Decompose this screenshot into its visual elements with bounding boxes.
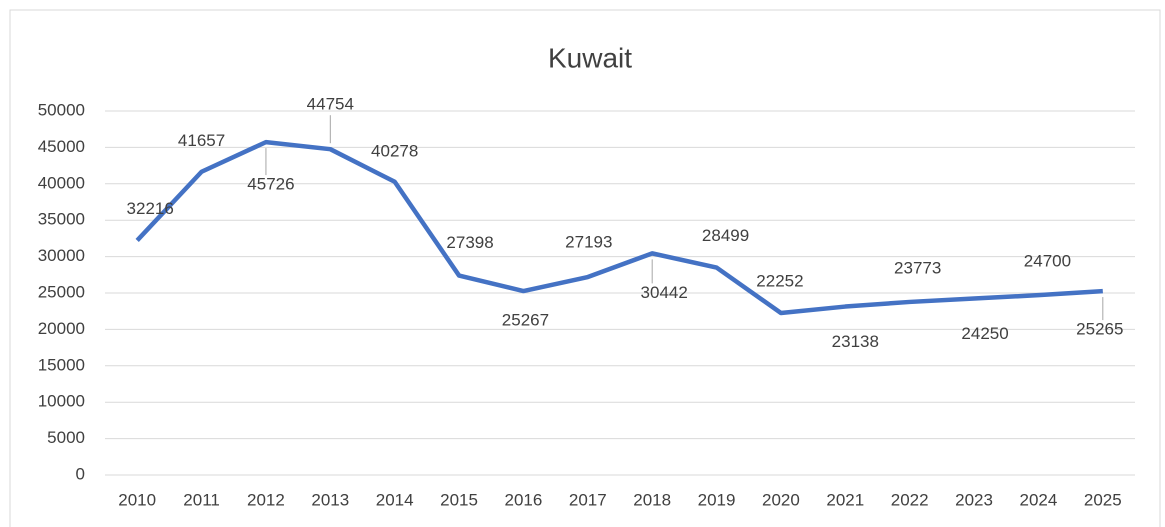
data-label: 25267 (502, 311, 549, 330)
data-label: 30442 (641, 283, 688, 302)
data-label: 23138 (832, 332, 879, 351)
line-series (135, 139, 1103, 316)
data-label: 27193 (565, 233, 612, 252)
chart-border (9, 9, 1161, 527)
y-tick-label: 40000 (38, 173, 85, 192)
data-label: 40278 (371, 141, 418, 160)
y-tick-label: 30000 (38, 246, 85, 265)
x-tick-label: 2015 (440, 490, 478, 509)
x-tick-label: 2016 (505, 490, 543, 509)
data-label: 24250 (961, 324, 1008, 343)
x-tick-label: 2024 (1020, 490, 1058, 509)
x-tick-label: 2021 (826, 490, 864, 509)
y-tick-label: 45000 (38, 137, 85, 156)
data-label: 32216 (127, 199, 174, 218)
x-tick-label: 2010 (118, 490, 156, 509)
chart-title: Kuwait (548, 42, 632, 73)
y-tick-label: 50000 (38, 100, 85, 119)
x-tick-label: 2022 (891, 490, 929, 509)
data-label: 44754 (307, 95, 354, 114)
x-tick-label: 2011 (183, 490, 220, 509)
data-label: 24700 (1024, 252, 1071, 271)
x-tick-label: 2014 (376, 490, 414, 509)
data-label: 45726 (247, 175, 294, 194)
y-tick-label: 0 (76, 464, 85, 483)
y-tick-label: 25000 (38, 282, 85, 301)
y-tick-label: 20000 (38, 319, 85, 338)
x-tick-label: 2025 (1084, 490, 1122, 509)
data-label: 25265 (1076, 320, 1123, 339)
x-tick-label: 2017 (569, 490, 607, 509)
data-label: 23773 (894, 258, 941, 277)
data-label: 28499 (702, 226, 749, 245)
y-tick-label: 5000 (47, 428, 85, 447)
y-tick-label: 35000 (38, 210, 85, 229)
data-label: 27398 (446, 233, 493, 252)
y-tick-label: 15000 (38, 355, 85, 374)
y-tick-label: 10000 (38, 392, 85, 411)
x-tick-label: 2020 (762, 490, 800, 509)
x-tick-label: 2023 (955, 490, 993, 509)
x-tick-label: 2019 (698, 490, 736, 509)
x-tick-label: 2013 (311, 490, 349, 509)
data-label: 22252 (756, 271, 803, 290)
data-label: 41657 (178, 131, 225, 150)
x-tick-label: 2012 (247, 490, 285, 509)
x-tick-label: 2018 (633, 490, 671, 509)
